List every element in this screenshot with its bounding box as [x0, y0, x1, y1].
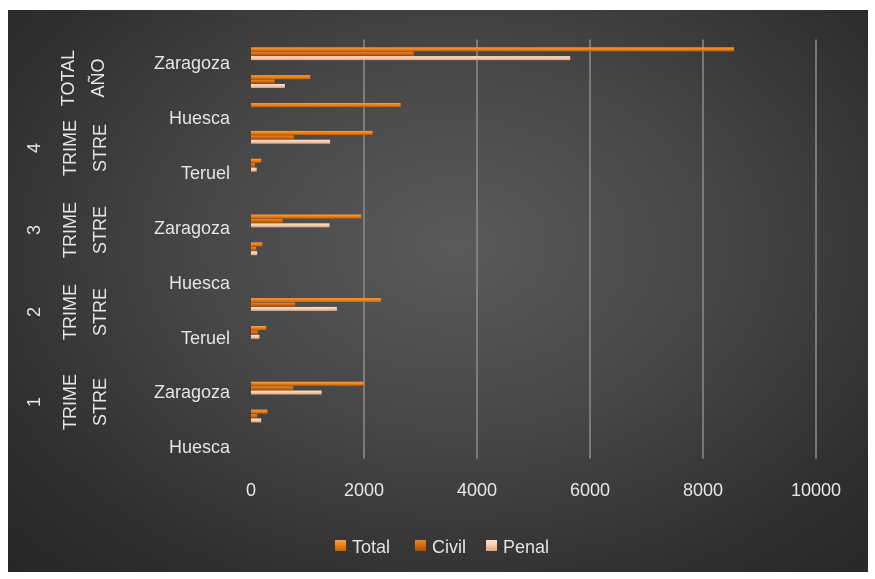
- x-tick-label: 2000: [344, 480, 384, 500]
- bar-penal: [251, 306, 337, 311]
- bar-civil: [251, 414, 258, 418]
- group-label: 4: [24, 143, 44, 153]
- legend-label-civil: Civil: [432, 537, 466, 557]
- category-label: Zaragoza: [154, 218, 231, 238]
- legend-label-total: Total: [352, 537, 390, 557]
- group-label: TRIME: [60, 284, 80, 340]
- bar-chart: 0 2000 4000 6000 8000 10000 Huesca Zaragoza Ter…: [24, 39, 841, 557]
- group-label: TRIME: [60, 202, 80, 258]
- bar-total: [251, 326, 267, 330]
- bar-civil: [251, 302, 296, 307]
- bar-civil: [251, 218, 283, 223]
- bar-total: [251, 47, 735, 52]
- bar-total: [251, 242, 263, 247]
- legend-swatch-civil: [415, 540, 426, 551]
- gridlines: [363, 39, 817, 459]
- bar-civil: [251, 79, 275, 84]
- category-label: Huesca: [169, 437, 231, 457]
- group-label: TRIME: [60, 374, 80, 430]
- legend: Total Civil Penal: [335, 537, 549, 557]
- group-label: 3: [24, 225, 44, 235]
- bar-penal: [251, 167, 257, 172]
- bar-penal: [251, 390, 322, 395]
- category-label: Zaragoza: [154, 382, 231, 402]
- chart-frame: 0 2000 4000 6000 8000 10000 Huesca Zaragoza Ter…: [8, 10, 868, 572]
- legend-label-penal: Penal: [503, 537, 549, 557]
- category-label: Huesca: [169, 108, 231, 128]
- x-tick-label: 4000: [457, 480, 497, 500]
- bar-civil: [251, 386, 294, 391]
- bar-total: [251, 298, 381, 303]
- group-labels: 1 TRIME STRE 2 TRIME STRE 3 TRIME STRE 4 TRIME STRE…: [24, 50, 110, 430]
- bar-penal: [251, 139, 331, 144]
- bar-penal: [251, 334, 260, 339]
- group-label: 1: [24, 397, 44, 407]
- bar-total: [251, 214, 362, 219]
- x-axis-ticks: 0 2000 4000 6000 8000 10000: [246, 480, 841, 500]
- bar-penal: [251, 251, 258, 256]
- x-tick-label: 0: [246, 480, 256, 500]
- group-label: TRIME: [60, 120, 80, 176]
- bar-total: [251, 130, 373, 135]
- group-label: 2: [24, 307, 44, 317]
- bar-penal: [251, 418, 262, 423]
- legend-swatch-total: [335, 540, 346, 551]
- x-tick-label: 10000: [791, 480, 841, 500]
- legend-swatch-penal: [486, 540, 497, 551]
- bar-civil: [251, 246, 257, 251]
- category-label: Zaragoza: [154, 53, 231, 73]
- group-label: TOTAL: [58, 50, 78, 106]
- bar-civil: [251, 135, 294, 140]
- category-label: Teruel: [181, 328, 230, 348]
- category-label: Huesca: [169, 273, 231, 293]
- bar-total: [251, 381, 364, 386]
- bar-civil: [251, 163, 255, 168]
- bar-total: [251, 75, 311, 80]
- bar-total: [251, 158, 262, 163]
- category-label: Teruel: [181, 163, 230, 183]
- x-tick-label: 8000: [683, 480, 723, 500]
- bar-civil: [251, 51, 414, 56]
- group-label: STRE: [90, 378, 110, 426]
- group-label: AÑO: [87, 58, 108, 97]
- group-label: STRE: [90, 288, 110, 336]
- bar-civil: [251, 330, 258, 335]
- bars: [251, 47, 735, 423]
- bar-penal: [251, 84, 285, 88]
- bar-penal: [251, 56, 571, 61]
- bar-total: [251, 103, 401, 108]
- group-label: STRE: [90, 124, 110, 172]
- bar-total: [251, 409, 268, 414]
- group-label: STRE: [90, 206, 110, 254]
- x-tick-label: 6000: [570, 480, 610, 500]
- bar-penal: [251, 223, 330, 228]
- category-labels: Huesca Zaragoza Teruel Huesca Zaragoza Teruel…: [154, 53, 231, 457]
